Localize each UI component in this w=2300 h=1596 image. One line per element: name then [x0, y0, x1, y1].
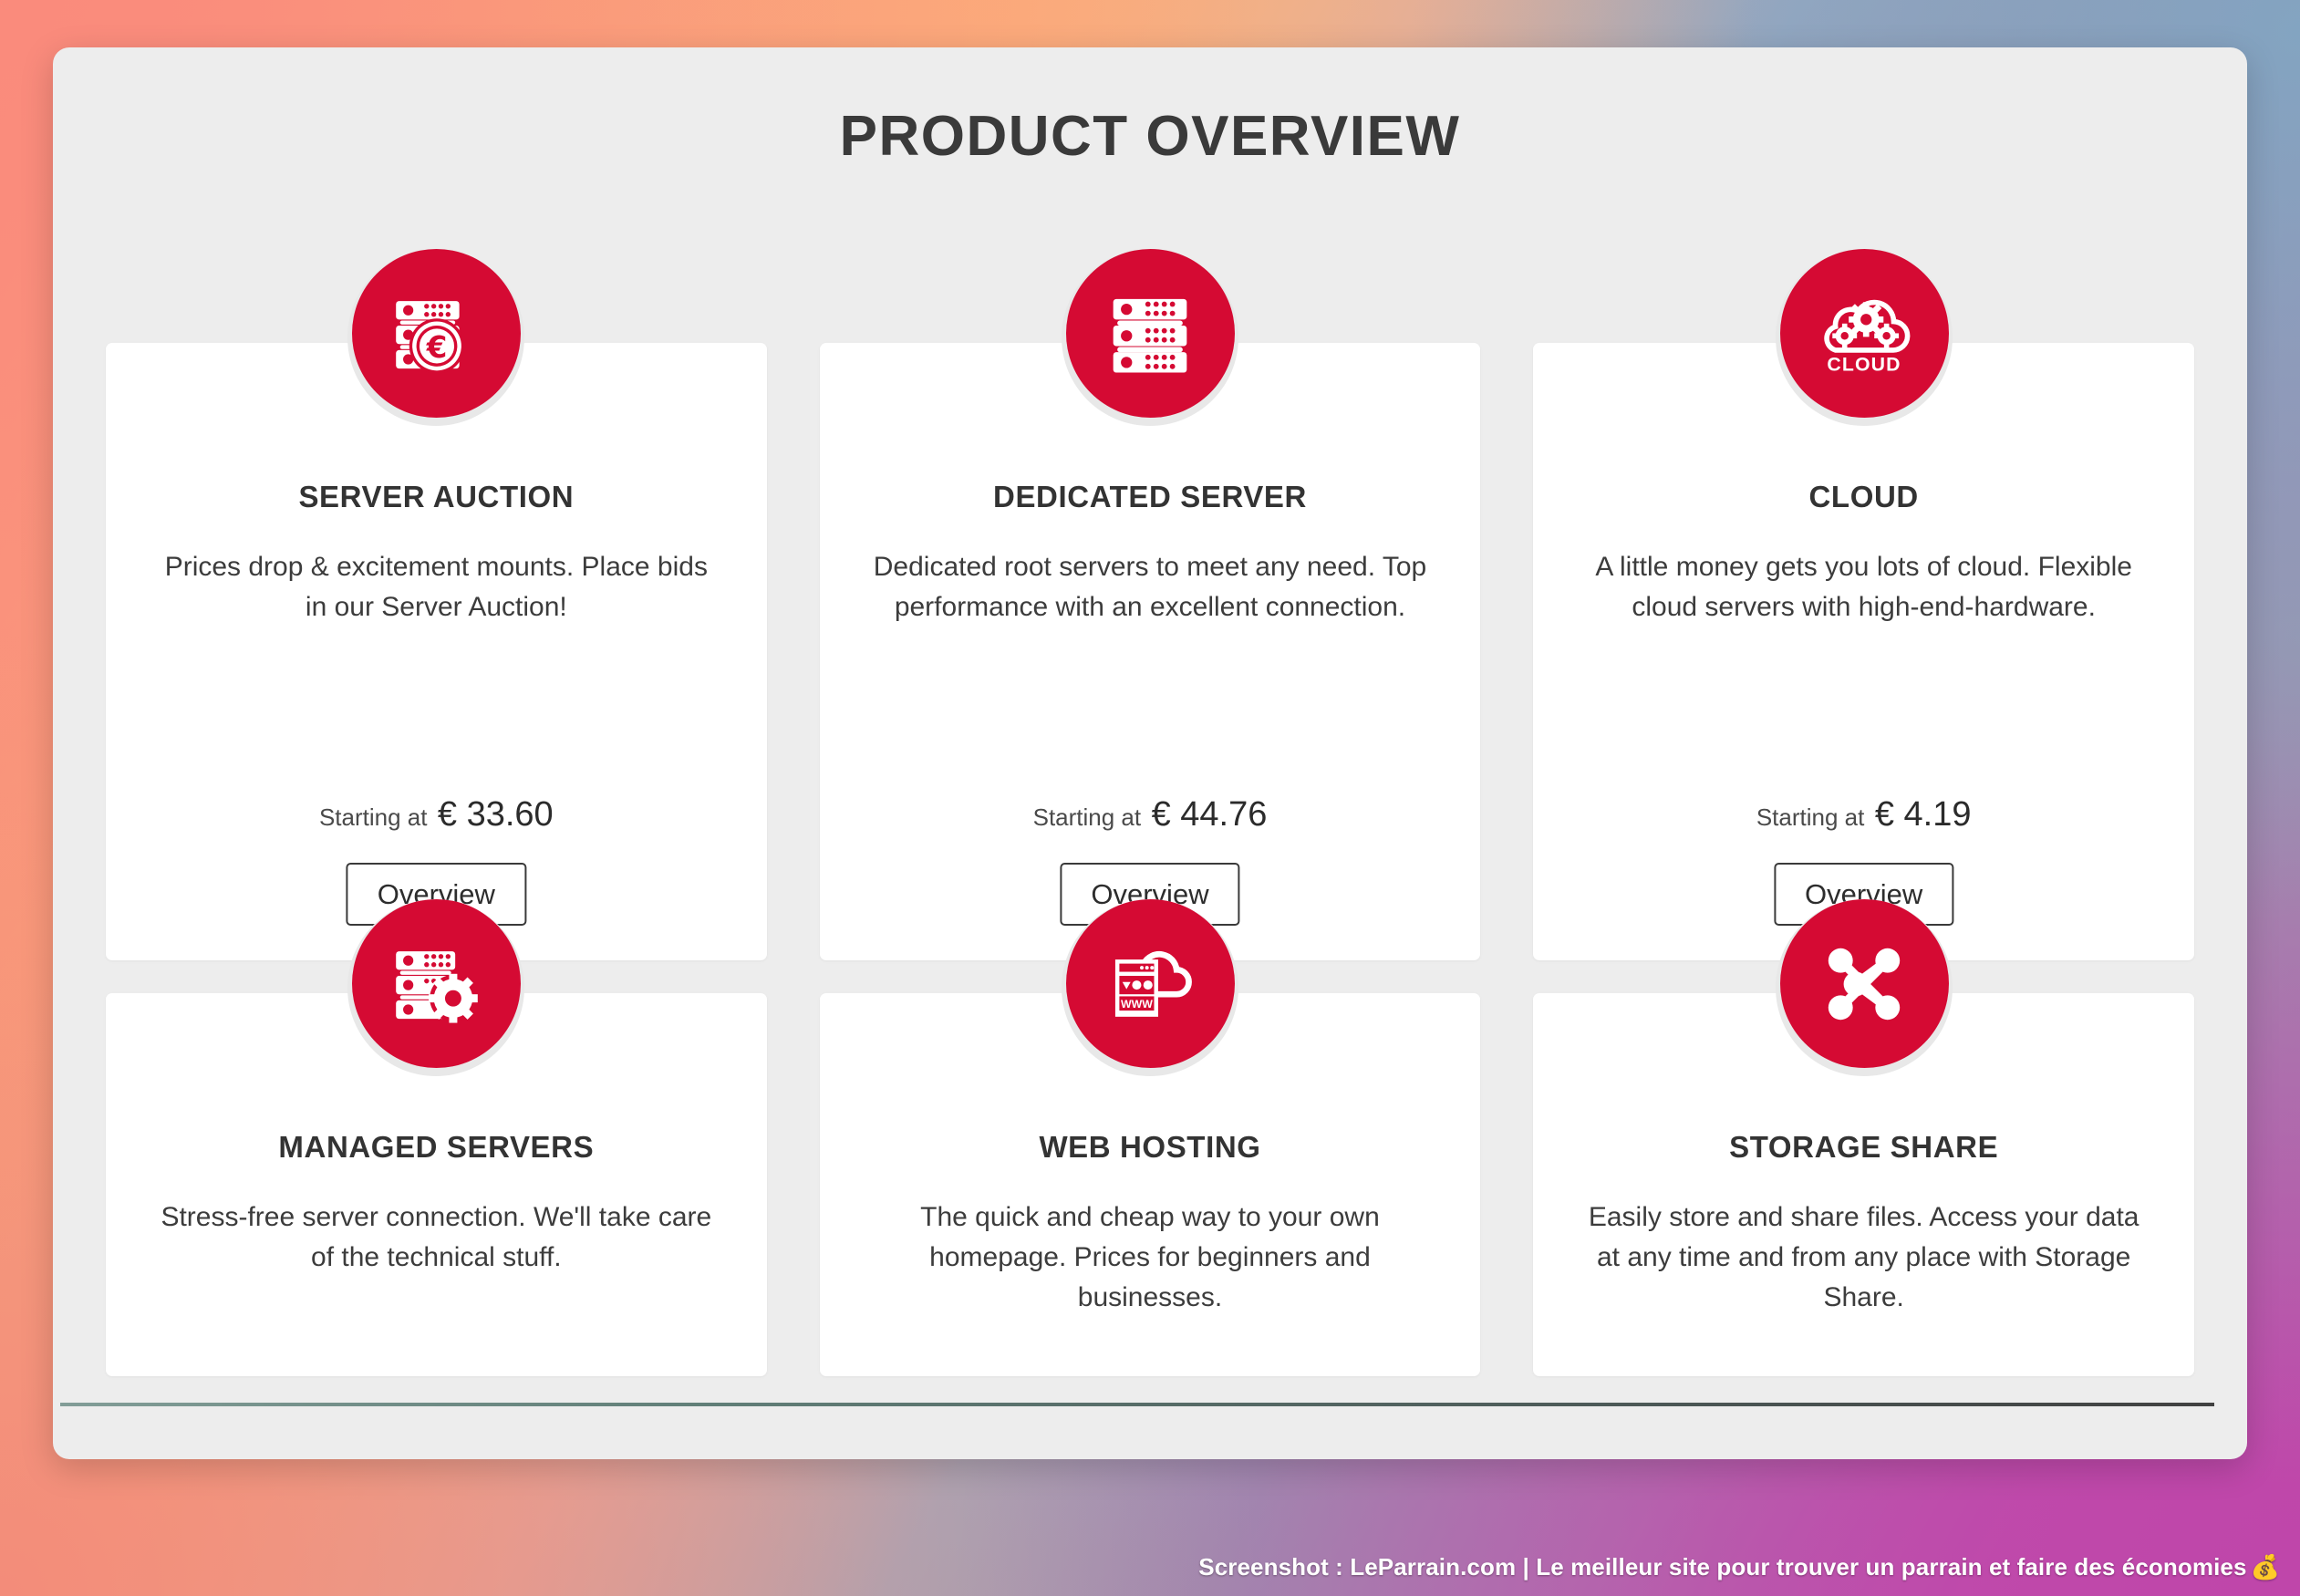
card-title: SERVER AUCTION	[298, 480, 575, 513]
card-title: DEDICATED SERVER	[993, 480, 1307, 513]
price-label: Starting at	[318, 803, 428, 831]
storage-share-network-icon	[1779, 899, 1949, 1068]
product-card-cloud[interactable]: CLOUD CLOUD A little money gets you lots…	[1533, 249, 2194, 960]
bottom-divider	[60, 1403, 2214, 1406]
server-rack-icon	[1065, 249, 1235, 418]
server-euro-icon: €	[352, 249, 522, 418]
price-value: € 44.76	[1151, 795, 1268, 834]
card-title: WEB HOSTING	[1039, 1130, 1261, 1164]
cloud-gears-icon: CLOUD	[1779, 249, 1949, 418]
price-value: € 33.60	[437, 795, 554, 834]
product-card-managed-servers[interactable]: MANAGED SERVERS Stress-free server conne…	[106, 899, 767, 1376]
web-hosting-www-cloud-icon: WWW	[1065, 899, 1235, 1068]
product-card-web-hosting[interactable]: WWW WEB HOSTING The quick and cheap way …	[819, 899, 1481, 1376]
server-gear-icon	[352, 899, 522, 1068]
product-card-server-auction[interactable]: € SERVER AUCTION Prices drop & excitemen…	[106, 249, 767, 960]
product-card-storage-share[interactable]: STORAGE SHARE Easily store and share fil…	[1533, 899, 2194, 1376]
page-title: PRODUCT OVERVIEW	[839, 105, 1461, 168]
price-label: Starting at	[1032, 803, 1142, 831]
card-icon-wrap: WWW	[1061, 899, 1238, 1076]
product-overview-panel: PRODUCT OVERVIEW	[53, 47, 2247, 1459]
card-price-row: Starting at € 4.19	[1533, 795, 2194, 834]
card-title: CLOUD	[1808, 480, 1919, 513]
price-label: Starting at	[1756, 803, 1865, 831]
product-card-dedicated-server[interactable]: DEDICATED SERVER Dedicated root servers …	[819, 249, 1481, 960]
card-price-row: Starting at € 44.76	[820, 795, 1481, 834]
money-bag-icon: 💰	[2250, 1553, 2280, 1580]
price-value: € 4.19	[1874, 795, 1972, 834]
card-icon-wrap	[1061, 249, 1238, 426]
svg-text:€: €	[426, 329, 448, 364]
card-price-row: Starting at € 33.60	[106, 795, 767, 834]
card-description: Stress-free server connection. We'll tak…	[161, 1202, 712, 1273]
screenshot-watermark: Screenshot : LeParrain.com | Le meilleur…	[1198, 1553, 2280, 1581]
card-title: STORAGE SHARE	[1729, 1130, 1999, 1164]
product-card-grid: € SERVER AUCTION Prices drop & excitemen…	[106, 249, 2194, 1376]
card-icon-wrap: CLOUD	[1775, 249, 1953, 426]
card-description: A little money gets you lots of cloud. F…	[1595, 552, 2132, 623]
card-description: Easily store and share files. Access you…	[1588, 1202, 2139, 1313]
card-description: The quick and cheap way to your own home…	[920, 1202, 1380, 1313]
card-title: MANAGED SERVERS	[278, 1130, 595, 1164]
watermark-text: Screenshot : LeParrain.com | Le meilleur…	[1198, 1553, 2247, 1580]
svg-text:CLOUD: CLOUD	[1828, 353, 1901, 375]
card-icon-wrap	[347, 899, 525, 1076]
card-description: Dedicated root servers to meet any need.…	[873, 552, 1427, 623]
card-description: Prices drop & excitement mounts. Place b…	[164, 552, 708, 623]
card-icon-wrap: €	[347, 249, 525, 426]
svg-text:WWW: WWW	[1121, 997, 1153, 1010]
card-icon-wrap	[1775, 899, 1953, 1076]
